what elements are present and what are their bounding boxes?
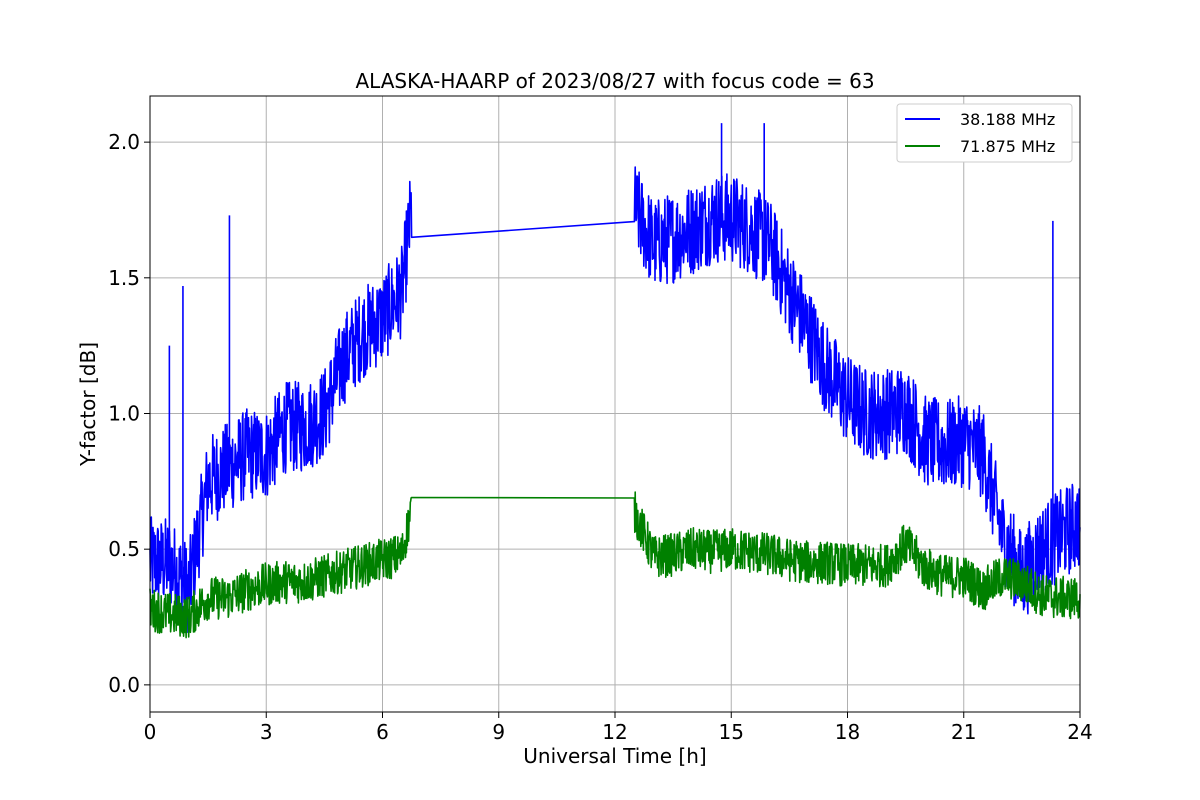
series-line bbox=[149, 166, 1081, 634]
x-axis-label: Universal Time [h] bbox=[523, 744, 706, 768]
x-tick-label: 3 bbox=[260, 720, 273, 744]
x-tick-label: 24 bbox=[1067, 720, 1092, 744]
y-tick-label: 2.0 bbox=[108, 130, 140, 154]
y-tick-label: 0.0 bbox=[108, 673, 140, 697]
x-tick-label: 6 bbox=[376, 720, 389, 744]
x-tick-label: 21 bbox=[951, 720, 976, 744]
y-tick-label: 0.5 bbox=[108, 537, 140, 561]
y-axis-label: Y-factor [dB] bbox=[76, 342, 100, 467]
x-tick-label: 0 bbox=[144, 720, 157, 744]
x-tick-label: 9 bbox=[492, 720, 505, 744]
x-tick-label: 12 bbox=[602, 720, 627, 744]
legend-label-38188: 38.188 MHz bbox=[960, 110, 1055, 129]
legend-label-71875: 71.875 MHz bbox=[960, 137, 1055, 156]
x-tick-label: 18 bbox=[835, 720, 860, 744]
series-layer bbox=[149, 123, 1081, 639]
legend-box bbox=[896, 103, 1073, 163]
x-tick-label: 15 bbox=[719, 720, 744, 744]
y-tick-label: 1.5 bbox=[108, 266, 140, 290]
legend: 38.188 MHz 71.875 MHz bbox=[896, 103, 1073, 163]
y-tick-label: 1.0 bbox=[108, 401, 140, 425]
series-line bbox=[149, 491, 1081, 639]
ticks: 0 3 6 9 12 15 18 21 24 0.0 0.5 1.0 1.5 2.0 bbox=[108, 130, 1093, 744]
chart-title: ALASKA-HAARP of 2023/08/27 with focus co… bbox=[355, 69, 874, 93]
